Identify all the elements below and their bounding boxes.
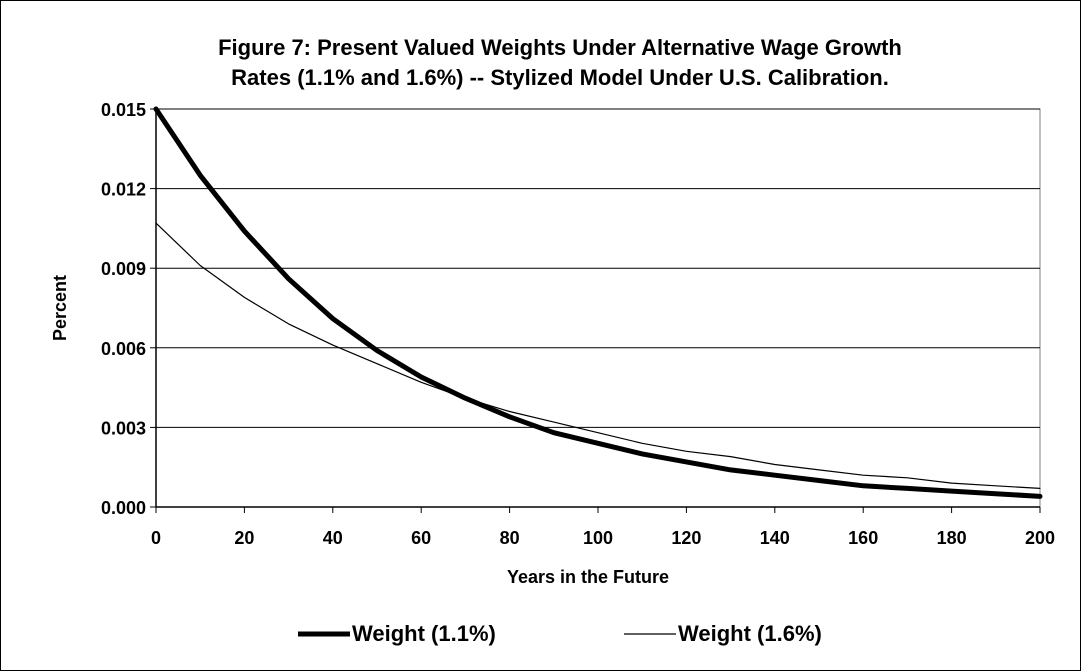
- x-tick-label: 60: [411, 528, 431, 548]
- x-tick-label: 100: [583, 528, 613, 548]
- chart-title-line-2: Rates (1.1% and 1.6%) -- Stylized Model …: [231, 65, 889, 90]
- x-tick-label: 140: [760, 528, 790, 548]
- y-tick-label: 0.015: [101, 100, 146, 120]
- x-tick-label: 20: [234, 528, 254, 548]
- y-tick-label: 0.003: [101, 418, 146, 438]
- y-tick-label: 0.006: [101, 339, 146, 359]
- x-tick-label: 80: [500, 528, 520, 548]
- x-tick-label: 0: [151, 528, 161, 548]
- series-line-2: [155, 222, 1041, 489]
- legend-label-series-1: Weight (1.1%): [352, 621, 496, 646]
- plot-area: [155, 108, 1041, 508]
- x-tick-label: 160: [848, 528, 878, 548]
- x-tick-label: 200: [1025, 528, 1055, 548]
- series-line-1: [153, 106, 1043, 499]
- y-axis-label: Percent: [50, 275, 70, 341]
- x-tick-label: 120: [671, 528, 701, 548]
- y-tick-label: 0.000: [101, 498, 146, 518]
- chart-title-line-1: Figure 7: Present Valued Weights Under A…: [218, 35, 902, 60]
- y-tick-label: 0.009: [101, 259, 146, 279]
- y-tick-label: 0.012: [101, 180, 146, 200]
- x-axis-label: Years in the Future: [507, 567, 669, 587]
- legend-label-series-2: Weight (1.6%): [678, 621, 822, 646]
- x-tick-label: 40: [323, 528, 343, 548]
- x-tick-label: 180: [937, 528, 967, 548]
